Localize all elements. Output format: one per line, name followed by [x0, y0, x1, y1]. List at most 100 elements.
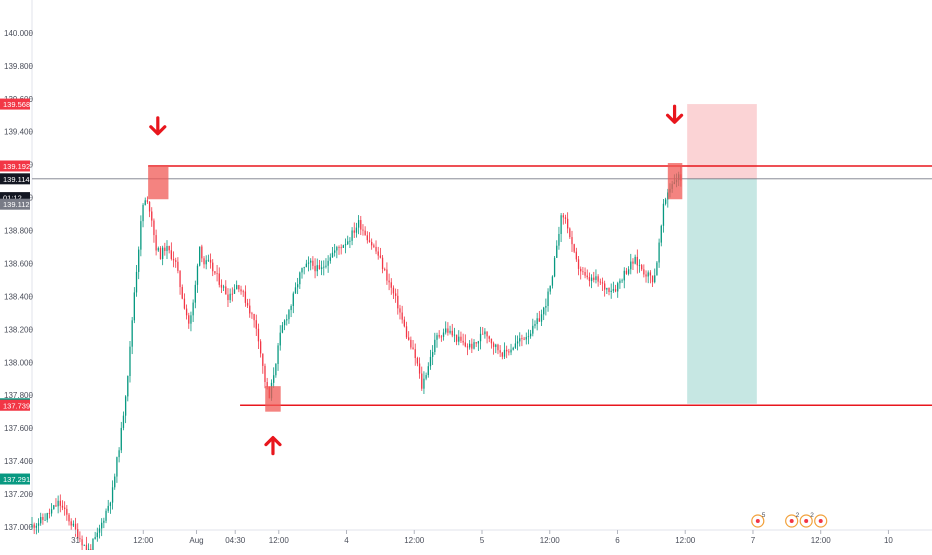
candle-body [218, 273, 220, 285]
y-tick-label: 139.400 [4, 128, 33, 137]
candle-body [107, 505, 109, 511]
arrow-head[interactable] [149, 125, 167, 136]
candle-body [168, 245, 170, 251]
x-tick-label: 10 [884, 536, 893, 545]
candle-body [103, 520, 105, 523]
price-levels[interactable] [32, 165, 932, 407]
candle-body [35, 525, 38, 528]
candle-body [462, 340, 464, 343]
candle-body [634, 256, 636, 264]
candle-body [68, 514, 70, 522]
candle-body [342, 245, 345, 248]
arrows[interactable] [149, 104, 684, 456]
candle-body [388, 280, 390, 283]
candle-body [519, 338, 521, 342]
candle-body [442, 332, 445, 337]
candle-body [562, 215, 564, 218]
candle-body [593, 277, 595, 280]
highlight-box[interactable] [667, 163, 683, 200]
candle-body [647, 272, 649, 277]
candle-body [266, 382, 268, 387]
candle-body [262, 353, 264, 366]
candle-body [114, 476, 116, 488]
candle-body [50, 509, 53, 514]
price-badge-label: 01:12 [3, 194, 22, 203]
candle-body [397, 295, 399, 309]
candle-body [135, 271, 138, 293]
candle-body [564, 217, 567, 219]
candle-body [334, 250, 336, 253]
candle-body [305, 263, 308, 268]
y-tick-label: 138.600 [4, 259, 33, 268]
candle-body [53, 505, 55, 510]
candle-body [347, 241, 349, 245]
event-markers[interactable]: 5 2 2 [751, 512, 828, 528]
candle-body [617, 283, 619, 292]
highlight-box[interactable] [148, 165, 169, 200]
candle-body [664, 199, 667, 204]
candle-body [575, 251, 578, 260]
candle-body [654, 275, 656, 283]
candle-body [438, 335, 440, 337]
candle-body [238, 285, 240, 290]
candle-body [577, 259, 580, 269]
candle-body [340, 247, 342, 249]
candle-body [83, 544, 85, 546]
x-tick-label: 7 [751, 536, 756, 545]
position-zones[interactable] [687, 104, 757, 404]
candle-body [96, 532, 98, 538]
candle-body [118, 450, 120, 458]
candle-body [166, 245, 168, 251]
candle-body [527, 336, 530, 338]
candle-body [172, 258, 175, 261]
candle-body [414, 349, 416, 359]
candle-body [625, 270, 628, 274]
highlight-box[interactable] [265, 386, 281, 412]
candle-body [545, 305, 547, 308]
candle-body [124, 396, 127, 416]
candle-body [425, 375, 427, 379]
candle-body [434, 339, 436, 353]
candle-body [451, 330, 453, 336]
candle-body [179, 270, 181, 288]
highlight-boxes[interactable] [148, 163, 683, 412]
candle-body [72, 523, 75, 526]
stop-loss-zone[interactable] [687, 104, 757, 179]
candle-body [362, 229, 364, 231]
candle-body [142, 204, 144, 222]
event-marker-dot [755, 519, 760, 523]
candle-body [46, 513, 48, 520]
arrow-head[interactable] [264, 436, 282, 447]
candle-body [523, 338, 525, 340]
candle-body [146, 200, 149, 202]
arrow-head[interactable] [665, 113, 684, 124]
candle-body [70, 521, 72, 526]
candle-body [303, 267, 305, 269]
candle-body [549, 285, 551, 292]
y-tick-label: 138.800 [4, 227, 33, 236]
take-profit-zone[interactable] [687, 178, 757, 404]
candle-body [469, 343, 471, 348]
candle-body [643, 269, 645, 275]
candle-body [379, 255, 382, 258]
candle-body [532, 325, 534, 334]
candle-body [259, 341, 262, 354]
candle-body [236, 285, 238, 290]
candle-body [196, 265, 199, 285]
candle-body [240, 289, 242, 292]
candle-body [638, 265, 641, 266]
candle-body [394, 293, 397, 296]
candle-body [490, 338, 493, 344]
candle-body [649, 272, 652, 276]
candle-body [90, 548, 92, 550]
price-badge [0, 173, 30, 185]
candle-body [623, 270, 625, 281]
candle-body [296, 284, 299, 288]
candle-body [636, 256, 638, 266]
candle-body [57, 500, 59, 507]
candle-body [183, 298, 186, 309]
candle-body [529, 333, 532, 337]
candle-body [641, 265, 643, 270]
candle-body [81, 539, 83, 546]
candle-body [599, 281, 601, 283]
